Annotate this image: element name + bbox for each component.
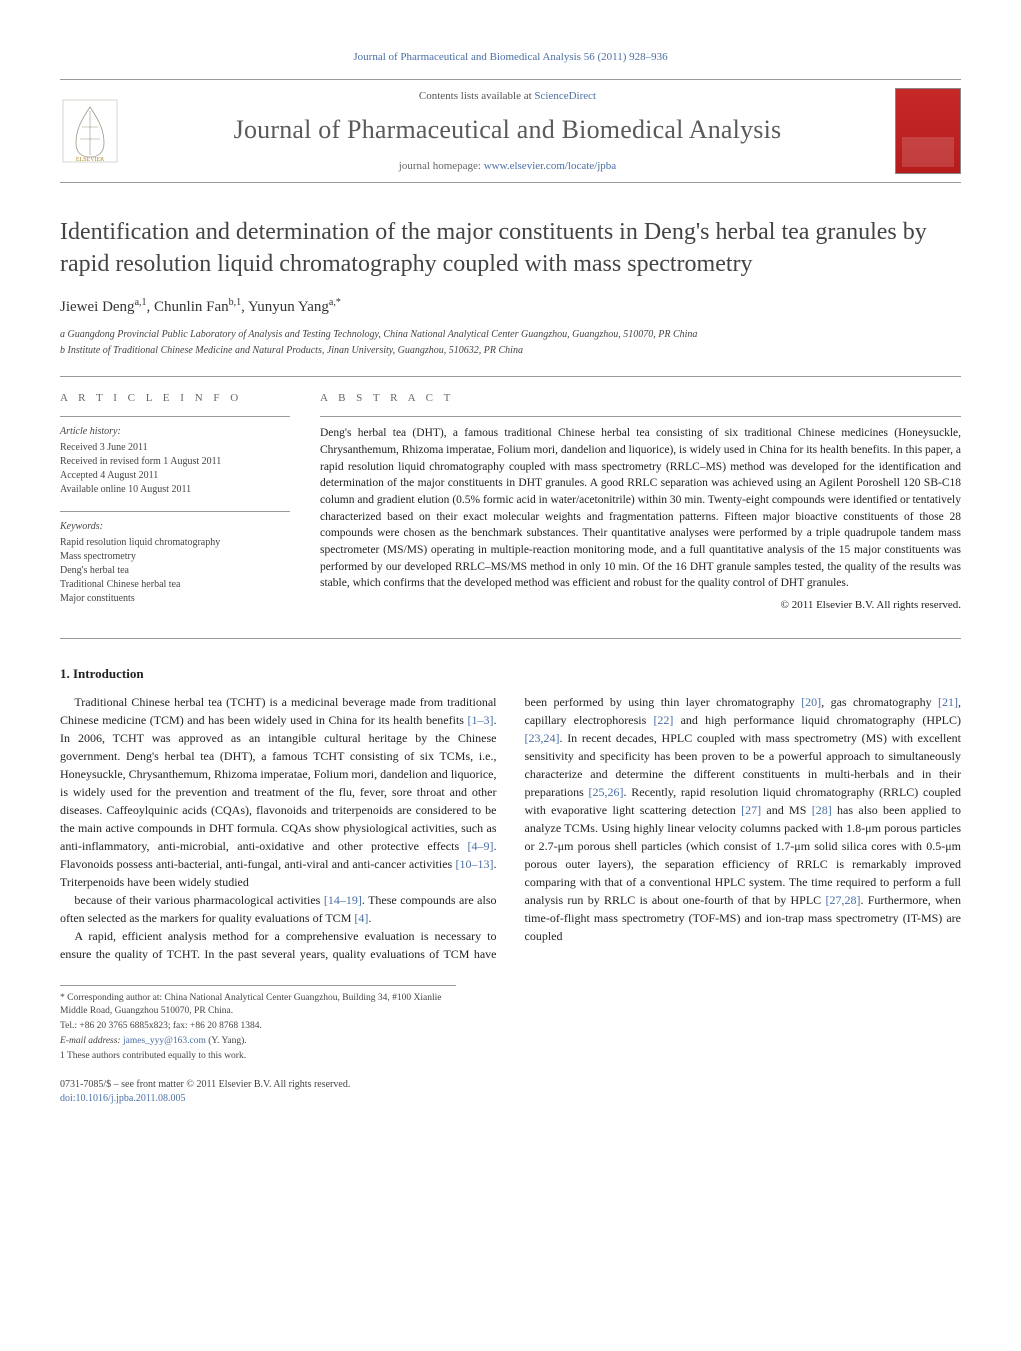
history-revised: Received in revised form 1 August 2011: [60, 455, 290, 469]
elsevier-logo: ELSEVIER: [60, 97, 120, 165]
corresponding-author-note: * Corresponding author at: China Nationa…: [60, 992, 456, 1018]
doi-link[interactable]: doi:10.1016/j.jpba.2011.08.005: [60, 1092, 961, 1106]
history-received: Received 3 June 2011: [60, 441, 290, 455]
affiliations: a Guangdong Provincial Public Laboratory…: [60, 328, 961, 358]
masthead: ELSEVIER Contents lists available at Sci…: [60, 79, 961, 183]
copyright-line: © 2011 Elsevier B.V. All rights reserved…: [320, 598, 961, 613]
keywords-heading: Keywords:: [60, 520, 290, 534]
running-header: Journal of Pharmaceutical and Biomedical…: [60, 50, 961, 65]
intro-heading: 1. Introduction: [60, 665, 961, 683]
citation-link[interactable]: [27]: [741, 803, 761, 817]
affiliation-b: b Institute of Traditional Chinese Medic…: [60, 344, 961, 358]
email-suffix: (Y. Yang).: [206, 1036, 247, 1046]
citation-link[interactable]: [28]: [812, 803, 832, 817]
contents-available-line: Contents lists available at ScienceDirec…: [134, 89, 881, 104]
citation-link[interactable]: [27,28]: [825, 893, 860, 907]
authors-line: Jiewei Denga,1, Chunlin Fanb,1, Yunyun Y…: [60, 296, 961, 318]
journal-name: Journal of Pharmaceutical and Biomedical…: [134, 112, 881, 148]
footer: 0731-7085/$ – see front matter © 2011 El…: [60, 1078, 961, 1106]
citation-link[interactable]: [4]: [354, 911, 368, 925]
abstract-heading: a b s t r a c t: [320, 391, 961, 406]
citation-link[interactable]: [14–19]: [324, 893, 362, 907]
history-online: Available online 10 August 2011: [60, 483, 290, 497]
citation-link[interactable]: [22]: [653, 713, 673, 727]
keyword-item: Major constituents: [60, 592, 290, 606]
front-matter-line: 0731-7085/$ – see front matter © 2011 El…: [60, 1078, 961, 1092]
body-paragraph: because of their various pharmacological…: [60, 891, 497, 927]
svg-text:ELSEVIER: ELSEVIER: [76, 157, 104, 163]
article-title: Identification and determination of the …: [60, 217, 961, 279]
affiliation-a: a Guangdong Provincial Public Laboratory…: [60, 328, 961, 342]
keyword-item: Mass spectrometry: [60, 550, 290, 564]
sciencedirect-link[interactable]: ScienceDirect: [534, 90, 596, 102]
keyword-item: Deng's herbal tea: [60, 564, 290, 578]
citation-link[interactable]: [10–13]: [456, 857, 494, 871]
citation-link[interactable]: [21]: [938, 695, 958, 709]
citation-link[interactable]: [1–3]: [468, 713, 494, 727]
divider: [60, 416, 290, 417]
history-accepted: Accepted 4 August 2011: [60, 469, 290, 483]
article-info-heading: a r t i c l e i n f o: [60, 391, 290, 406]
divider: [320, 416, 961, 417]
tel-fax: Tel.: +86 20 3765 6885x823; fax: +86 20 …: [60, 1020, 456, 1033]
body-paragraph: Traditional Chinese herbal tea (TCHT) is…: [60, 693, 497, 891]
footnotes: * Corresponding author at: China Nationa…: [60, 985, 456, 1062]
abstract-column: a b s t r a c t Deng's herbal tea (DHT),…: [320, 391, 961, 620]
body-columns: Traditional Chinese herbal tea (TCHT) is…: [60, 693, 961, 963]
email-label: E-mail address:: [60, 1036, 123, 1046]
contents-prefix: Contents lists available at: [419, 90, 534, 102]
history-heading: Article history:: [60, 425, 290, 439]
homepage-url[interactable]: www.elsevier.com/locate/jpba: [484, 160, 616, 172]
abstract-text: Deng's herbal tea (DHT), a famous tradit…: [320, 425, 961, 592]
homepage-line: journal homepage: www.elsevier.com/locat…: [134, 159, 881, 174]
keyword-item: Traditional Chinese herbal tea: [60, 578, 290, 592]
citation-link[interactable]: [20]: [801, 695, 821, 709]
email-link[interactable]: james_yyy@163.com: [123, 1036, 206, 1046]
article-info-column: a r t i c l e i n f o Article history: R…: [60, 391, 290, 620]
divider: [60, 511, 290, 512]
journal-cover-thumbnail: [895, 88, 961, 174]
homepage-prefix: journal homepage:: [399, 160, 484, 172]
equal-contribution-note: 1 These authors contributed equally to t…: [60, 1050, 456, 1063]
citation-link[interactable]: [25,26]: [589, 785, 624, 799]
citation-link[interactable]: [4–9]: [468, 839, 494, 853]
divider: [60, 638, 961, 639]
citation-link[interactable]: [23,24]: [525, 731, 560, 745]
keyword-item: Rapid resolution liquid chromatography: [60, 536, 290, 550]
